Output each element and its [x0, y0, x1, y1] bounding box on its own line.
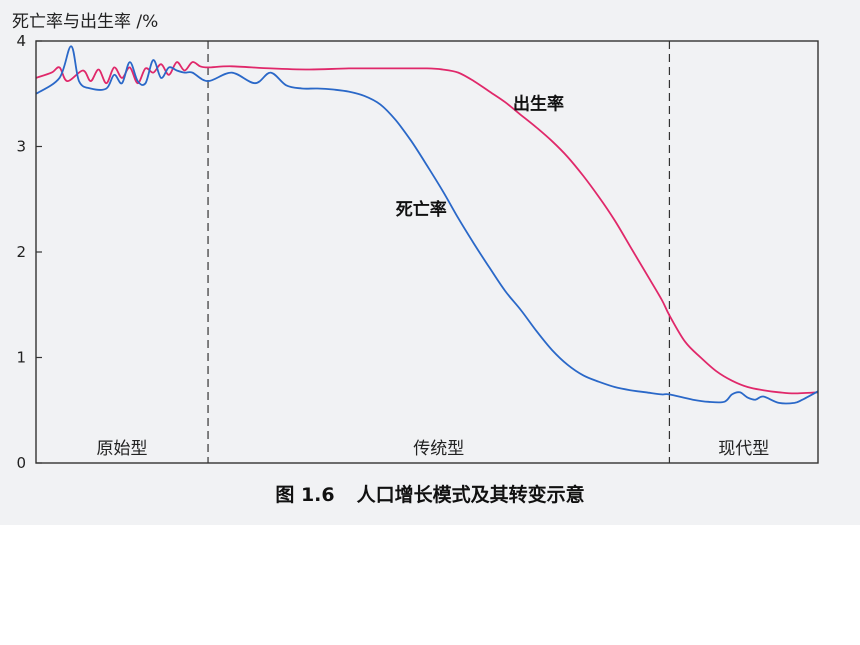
figure-caption: 图 1.6 人口增长模式及其转变示意	[0, 480, 860, 507]
plot-area-frame	[35, 40, 819, 464]
phase-label: 现代型	[718, 439, 769, 459]
phase-label: 原始型	[97, 439, 148, 459]
chart-figure: 死亡率与出生率 /% 0 1 2 3 4 原始型 传统型 现代型 出生率死亡率 图 1.6 人…	[0, 0, 860, 525]
series-line	[35, 45, 819, 405]
y-tick-label: 3	[16, 138, 26, 156]
figure-number: 图 1.6	[275, 484, 335, 506]
y-axis-label: 死亡率与出生率 /%	[12, 12, 159, 32]
figure-title: 人口增长模式及其转变示意	[356, 484, 585, 506]
y-tick-label: 2	[16, 243, 26, 261]
y-tick-label: 1	[16, 349, 26, 367]
y-tick-label: 0	[16, 454, 26, 472]
phase-label: 传统型	[413, 439, 464, 459]
y-tick-label: 4	[16, 32, 26, 50]
series-annotation: 死亡率	[396, 199, 447, 220]
series-line	[35, 61, 819, 395]
series-annotation: 出生率	[513, 94, 564, 115]
